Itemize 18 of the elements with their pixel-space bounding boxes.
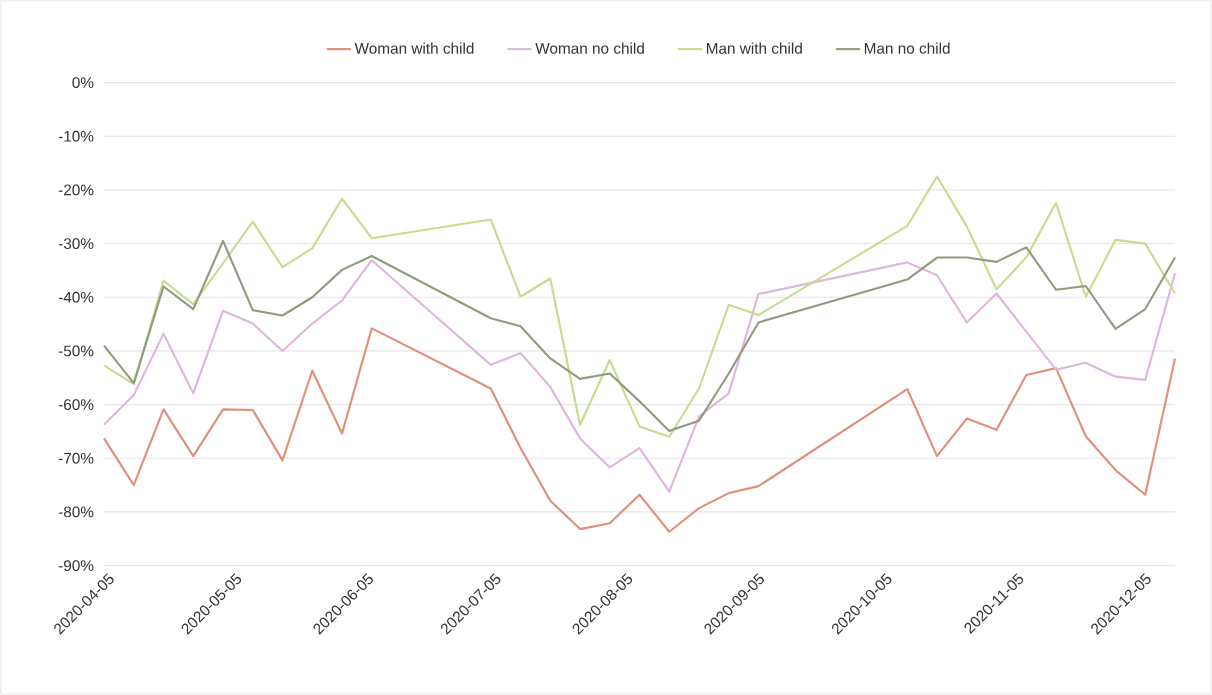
line-series	[102, 239, 1177, 432]
legend-label: Woman with child	[354, 42, 474, 54]
y-tick-label: -40%	[58, 291, 94, 303]
y-tick-label: -30%	[58, 238, 94, 250]
line-series	[102, 175, 1177, 438]
legend-label: Man no child	[864, 42, 950, 54]
y-tick-label: -80%	[58, 506, 94, 518]
y-tick-label: -90%	[58, 560, 94, 572]
y-tick-label: -60%	[58, 399, 94, 411]
legend-label: Man with child	[706, 42, 802, 54]
y-tick-label: -10%	[58, 130, 94, 142]
line-series	[102, 259, 1177, 493]
y-tick-label: -50%	[58, 345, 94, 357]
legend-label: Woman no child	[535, 42, 644, 54]
line-series	[102, 327, 1177, 533]
y-tick-label: -20%	[58, 184, 94, 196]
y-tick-label: -70%	[58, 452, 94, 464]
y-tick-label: 0%	[72, 77, 94, 89]
